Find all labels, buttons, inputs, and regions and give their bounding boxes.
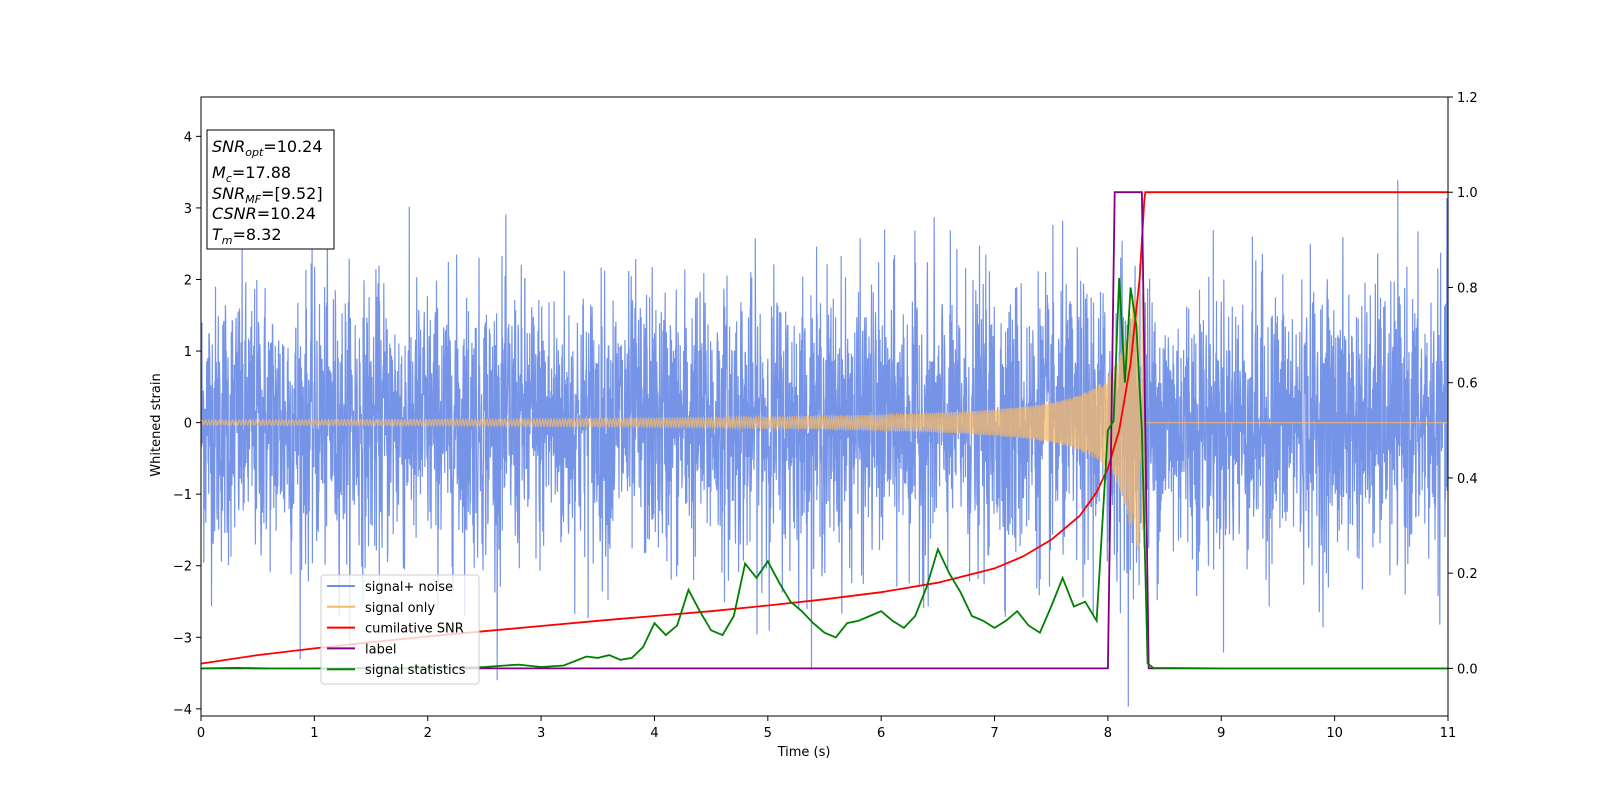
y-tick-label: −4 bbox=[173, 703, 192, 718]
y2-tick-label: 0.2 bbox=[1457, 567, 1478, 582]
y2-tick-label: 0.0 bbox=[1457, 662, 1478, 677]
plot-frame bbox=[200, 96, 1449, 717]
y-tick-label: 3 bbox=[184, 202, 192, 217]
legend-label: signal only bbox=[365, 601, 435, 616]
info-csnr: CSNR=10.24 bbox=[212, 204, 316, 223]
y2-tick-label: 0.6 bbox=[1457, 377, 1478, 392]
info-box-frame bbox=[206, 129, 335, 250]
y-tick-label: −3 bbox=[173, 631, 192, 646]
y-axis-label: Whitened strain bbox=[149, 373, 164, 476]
y2-tick-label: 0.8 bbox=[1457, 281, 1478, 296]
x-tick-label: 6 bbox=[877, 726, 885, 741]
y2-tick-label: 0.4 bbox=[1457, 472, 1478, 487]
x-tick-label: 1 bbox=[310, 726, 318, 741]
legend-frame bbox=[320, 574, 480, 685]
axes: 0 1 2 3 4 5 6 7 8 9 10 11 −4 −3 −2 −1 0 1 2 3 4 0.0 0.2 0.4 0.6 0… bbox=[173, 91, 1478, 741]
legend-label: signal+ noise bbox=[365, 580, 453, 595]
y2-tick-label: 1.2 bbox=[1457, 91, 1478, 106]
x-axis-label: Time (s) bbox=[777, 745, 831, 760]
x-tick-label: 0 bbox=[197, 726, 205, 741]
y-tick-label: −2 bbox=[173, 560, 192, 575]
x-tick-label: 8 bbox=[1104, 726, 1112, 741]
x-tick-label: 4 bbox=[650, 726, 658, 741]
series-signal-only bbox=[201, 293, 1448, 551]
x-tick-label: 11 bbox=[1440, 726, 1457, 741]
legend: signal+ noise signal only cumilative SNR la… bbox=[320, 574, 480, 685]
legend-label: signal statistics bbox=[365, 663, 466, 678]
info-snr-opt: SNRopt=10.24 bbox=[212, 137, 323, 159]
x-tick-label: 9 bbox=[1217, 726, 1225, 741]
y-tick-label: 1 bbox=[184, 345, 192, 360]
series-signal-noise bbox=[201, 180, 1448, 707]
x-tick-label: 2 bbox=[424, 726, 432, 741]
y-tick-label: −1 bbox=[173, 488, 192, 503]
x-tick-label: 7 bbox=[990, 726, 998, 741]
info-snr-mf: SNRMF=[9.52] bbox=[212, 184, 323, 206]
y-tick-label: 0 bbox=[184, 417, 192, 432]
legend-label: cumilative SNR bbox=[365, 622, 464, 637]
x-tick-label: 10 bbox=[1326, 726, 1343, 741]
x-tick-label: 5 bbox=[764, 726, 772, 741]
y-tick-label: 4 bbox=[184, 130, 192, 145]
y-tick-label: 2 bbox=[184, 273, 192, 288]
series-signal-statistics bbox=[201, 277, 1448, 670]
x-tick-label: 3 bbox=[537, 726, 545, 741]
info-box: SNRopt=10.24 Mc=17.88SNRMF=[9.52]CSNR=10.… bbox=[206, 129, 335, 250]
info-tm: Tm=8.32 bbox=[212, 225, 282, 247]
info-mc: Mc=17.88 bbox=[212, 163, 291, 185]
y2-tick-label: 1.0 bbox=[1457, 186, 1478, 201]
legend-label: label bbox=[365, 642, 396, 657]
